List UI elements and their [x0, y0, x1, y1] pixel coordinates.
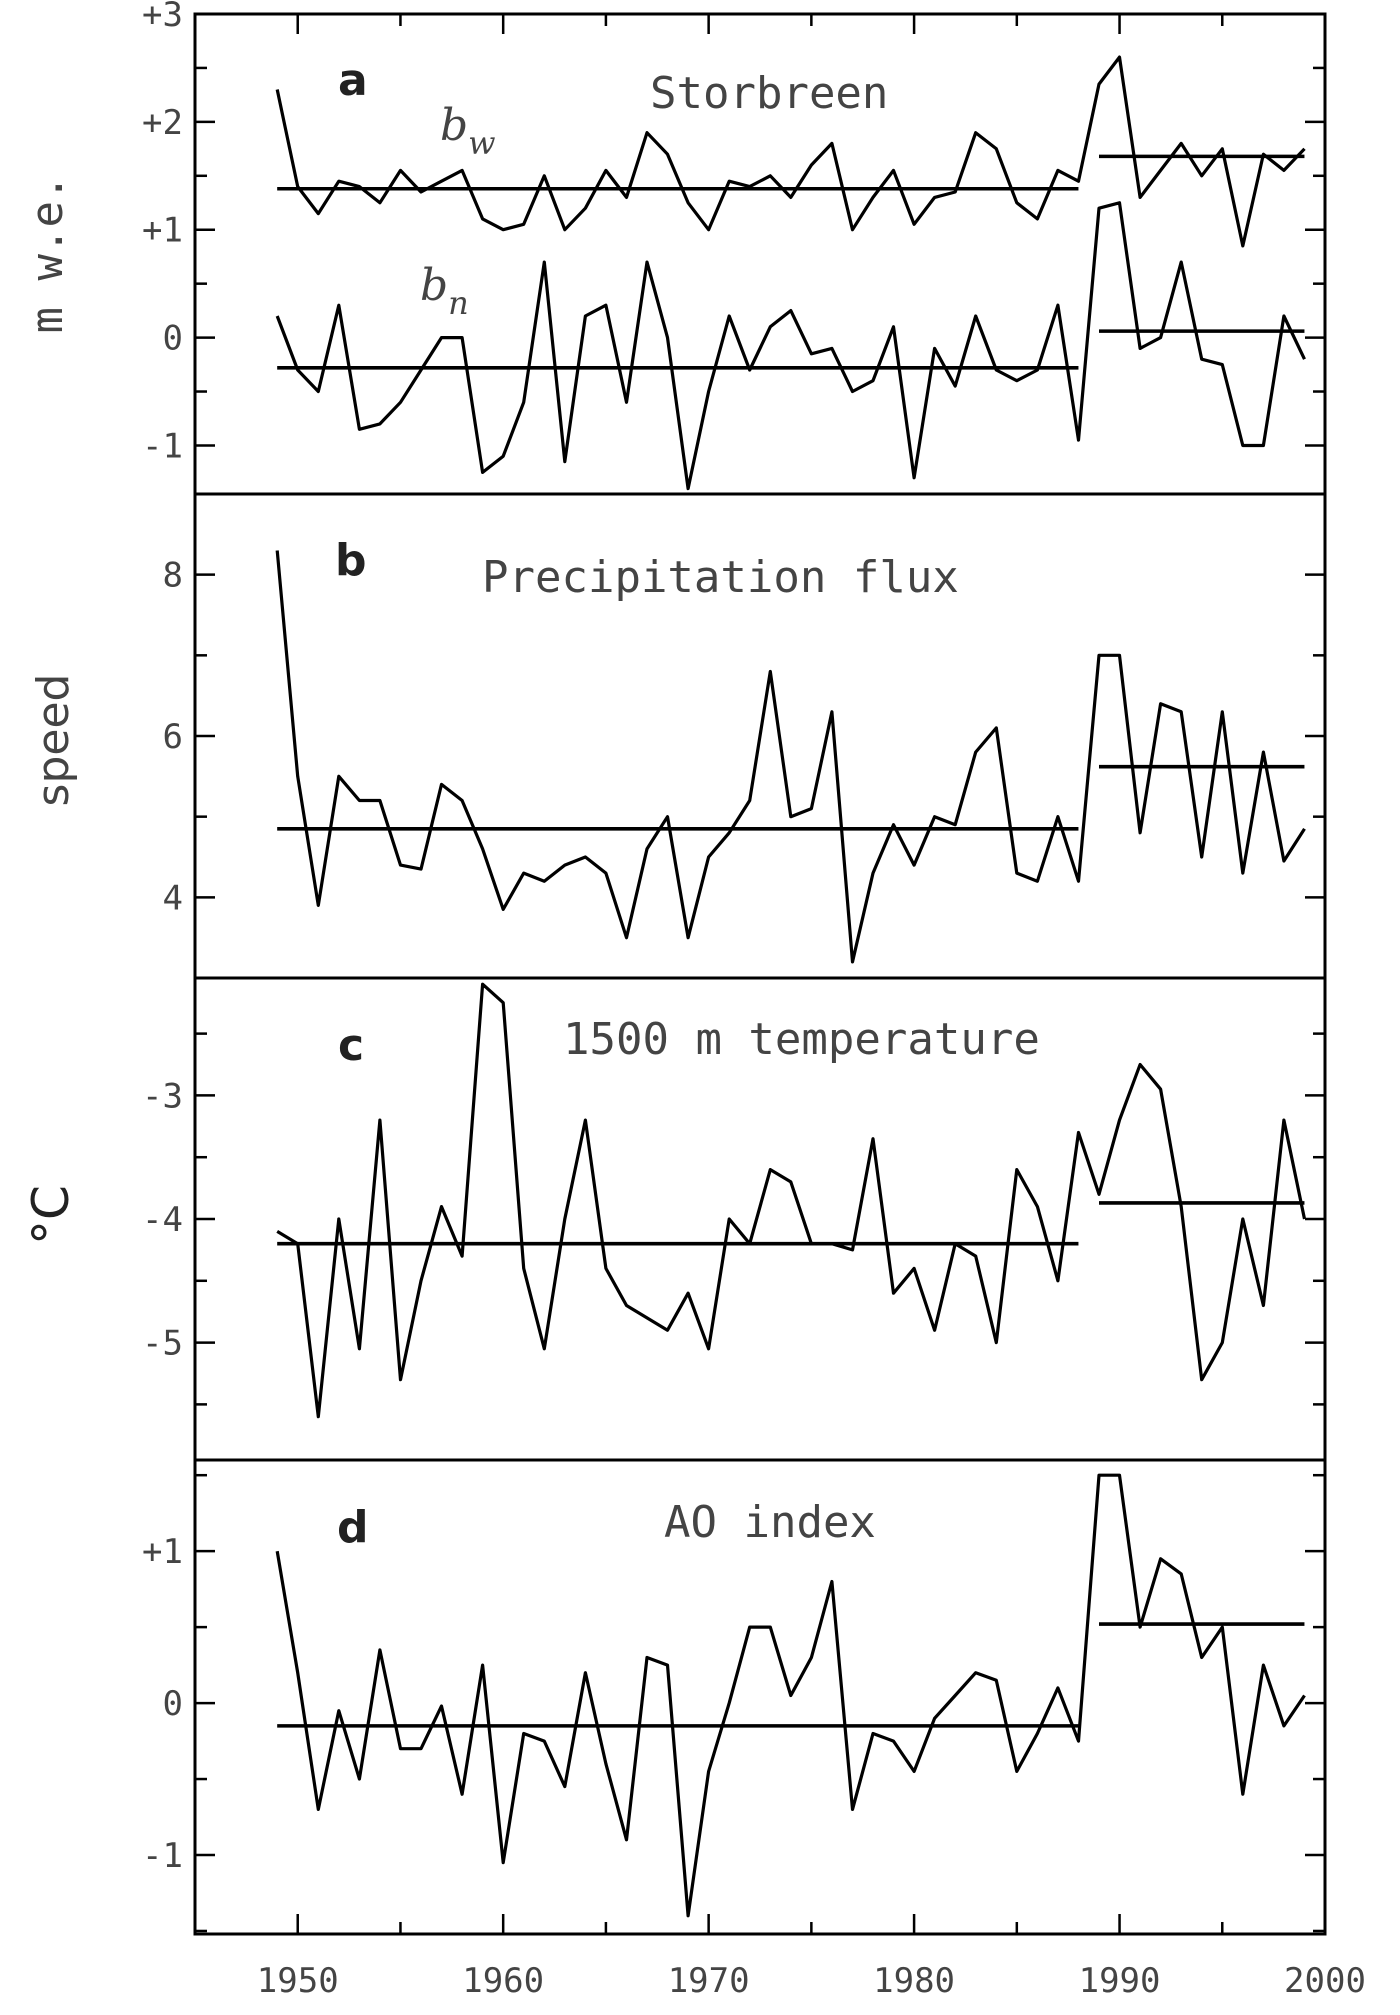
series-bn-label-sub: n	[448, 284, 469, 322]
x-tick-label: 1950	[257, 1961, 339, 2001]
y-tick-label: 0	[163, 1684, 183, 1724]
panel-b: b Precipitation flux speed 4 6 8	[28, 492, 1325, 980]
panel-c-marks	[276, 982, 1307, 1419]
y-tick-label: -5	[142, 1324, 183, 1364]
panel-d-title: AO index	[664, 1497, 876, 1548]
panel-b-ylabel: speed	[28, 674, 79, 807]
series-bw-label-sub: w	[468, 124, 495, 162]
panel-c-ylabel: °C	[22, 1185, 80, 1245]
y-tick-label: -3	[142, 1076, 183, 1116]
y-tick-label: 6	[163, 717, 183, 757]
frame	[193, 12, 1327, 1936]
panel-a-title: Storbreen	[650, 68, 888, 119]
panel-a: a Storbreen m w.e. bw bn -10+1+2+3	[22, 0, 1325, 491]
y-tick-label: +2	[142, 103, 183, 143]
y-tick-label: +3	[142, 0, 183, 35]
x-tick-label: 2000	[1284, 1961, 1366, 2001]
panel-c-letter: c	[338, 1020, 364, 1071]
panel-a-letter: a	[338, 55, 368, 106]
plot-frame	[193, 12, 1327, 1936]
series-bn-label: bn	[420, 260, 469, 322]
panel-c-title: 1500 m temperature	[563, 1014, 1040, 1065]
x-tick-label: 1980	[873, 1961, 955, 2001]
x-tick-label: 1960	[462, 1961, 544, 2001]
panel-d-marks	[275, 1473, 1306, 1918]
y-tick-label: -1	[142, 1836, 183, 1876]
panel-a-y-axis: -1 0 +1 +2 +3	[142, 0, 1325, 466]
panel-c-y-axis: -5 -4 -3	[142, 1032, 1325, 1406]
y-tick-label: +1	[142, 211, 183, 251]
x-tick-label: 1970	[668, 1961, 750, 2001]
panel-c: c 1500 m temperature °C -5 -4 -3	[22, 982, 1325, 1419]
y-tick-label: 8	[163, 556, 183, 596]
panel-a-ylabel: m w.e.	[22, 175, 73, 334]
panel-b-letter: b	[335, 535, 367, 586]
x-axis: 1950 1960 1970 1980 1990 2000	[193, 14, 1366, 2001]
series-line-d	[275, 1473, 1306, 1918]
panel-b-y-axis: 4 6 8	[163, 492, 1325, 980]
y-tick-label: -1	[142, 426, 183, 466]
panel-d: d AO index -1 0 +1	[142, 1473, 1325, 1933]
series-bw-label-main: b	[440, 100, 468, 151]
x-tick-label: 1990	[1079, 1961, 1161, 2001]
series-bn-label-main: b	[420, 260, 448, 311]
panel-a-marks	[275, 55, 1306, 491]
series-line-b	[275, 550, 1306, 964]
y-tick-label: +1	[142, 1532, 183, 1572]
panel-d-y-axis: -1 0 +1	[142, 1473, 1325, 1933]
series-line-bw	[275, 55, 1306, 248]
panel-d-letter: d	[337, 1502, 369, 1553]
series-line-c	[276, 982, 1307, 1419]
y-tick-label: -4	[142, 1200, 183, 1240]
panel-b-marks	[275, 550, 1306, 964]
y-tick-label: 0	[163, 319, 183, 359]
series-bw-label: bw	[440, 100, 496, 162]
series-line-bn	[275, 201, 1306, 491]
panel-b-title: Precipitation flux	[482, 552, 959, 603]
y-tick-label: 4	[163, 878, 183, 918]
